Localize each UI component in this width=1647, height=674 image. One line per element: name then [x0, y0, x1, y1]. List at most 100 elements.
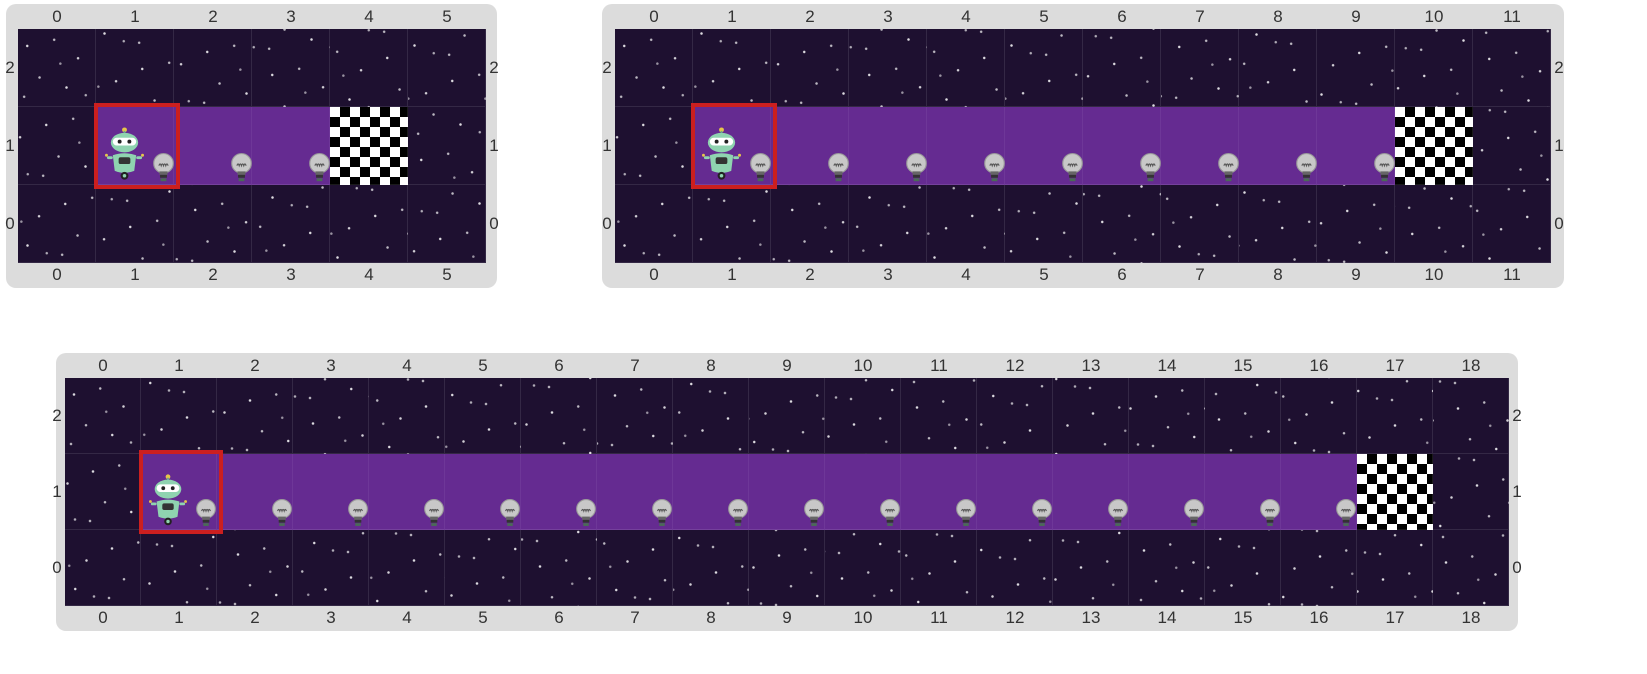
- space-cell: [1433, 378, 1509, 454]
- goal-cell: [330, 107, 408, 185]
- space-cell: [96, 185, 174, 263]
- space-cell: [1281, 378, 1357, 454]
- column-label-bottom: 8: [1273, 265, 1283, 284]
- space-cell: [293, 378, 369, 454]
- space-cell: [1053, 378, 1129, 454]
- space-cell: [901, 530, 977, 606]
- column-label-bottom: 9: [782, 608, 792, 627]
- column-label-bottom: 10: [1424, 265, 1444, 284]
- space-cell: [65, 454, 141, 530]
- column-label-bottom: 4: [364, 265, 374, 284]
- lightbulb-icon: [827, 152, 850, 189]
- column-label-bottom: 2: [805, 265, 815, 284]
- space-cell: [369, 378, 445, 454]
- column-label-bottom: 7: [1195, 265, 1205, 284]
- column-label-top: 7: [630, 356, 640, 375]
- space-cell: [1205, 378, 1281, 454]
- column-label-top: 14: [1157, 356, 1177, 375]
- space-cell: [369, 530, 445, 606]
- column-label-bottom: 14: [1157, 608, 1177, 627]
- current-cell-highlight: [139, 450, 223, 534]
- space-cell: [1281, 530, 1357, 606]
- current-cell-highlight: [94, 103, 180, 189]
- column-label-top: 5: [478, 356, 488, 375]
- space-cell: [65, 378, 141, 454]
- space-cell: [217, 530, 293, 606]
- row-label-left: 2: [5, 58, 15, 77]
- row-label-left: 0: [602, 214, 612, 233]
- row-label-right: 0: [1512, 558, 1522, 577]
- space-cell: [1083, 185, 1161, 263]
- column-label-bottom: 6: [1117, 265, 1127, 284]
- space-cell: [18, 185, 96, 263]
- column-label-top: 4: [961, 7, 971, 26]
- lightbulb-icon: [1259, 499, 1281, 534]
- lightbulb-icon: [1217, 152, 1240, 189]
- goal-cell: [1395, 107, 1473, 185]
- board-grid: [18, 29, 486, 263]
- column-label-top: 5: [442, 7, 452, 26]
- lightbulb-icon: [955, 499, 977, 534]
- space-cell: [597, 530, 673, 606]
- column-label-bottom: 0: [52, 265, 62, 284]
- space-cell: [521, 378, 597, 454]
- space-cell: [141, 378, 217, 454]
- space-cell: [693, 29, 771, 107]
- lightbulb-icon: [308, 152, 331, 189]
- column-label-top: 18: [1461, 356, 1481, 375]
- column-label-top: 3: [883, 7, 893, 26]
- row-label-left: 0: [52, 558, 62, 577]
- space-cell: [825, 378, 901, 454]
- column-label-top: 6: [554, 356, 564, 375]
- row-label-left: 1: [602, 136, 612, 155]
- space-cell: [1053, 530, 1129, 606]
- lightbulb-icon: [1295, 152, 1318, 189]
- space-cell: [1395, 185, 1473, 263]
- space-cell: [408, 29, 486, 107]
- column-label-top: 3: [286, 7, 296, 26]
- lightbulb-icon: [230, 152, 253, 189]
- space-cell: [65, 530, 141, 606]
- lightbulb-icon: [423, 499, 445, 534]
- lightbulb-icon: [347, 499, 369, 534]
- space-cell: [1317, 185, 1395, 263]
- column-label-bottom: 1: [174, 608, 184, 627]
- column-label-bottom: 2: [250, 608, 260, 627]
- column-label-bottom: 17: [1385, 608, 1405, 627]
- column-label-bottom: 1: [727, 265, 737, 284]
- column-label-top: 9: [1351, 7, 1361, 26]
- row-label-left: 1: [5, 136, 15, 155]
- row-label-right: 2: [489, 58, 499, 77]
- row-label-right: 1: [1512, 482, 1522, 501]
- column-label-top: 12: [1005, 356, 1025, 375]
- space-cell: [1395, 29, 1473, 107]
- column-label-top: 2: [208, 7, 218, 26]
- column-label-bottom: 0: [649, 265, 659, 284]
- space-cell: [771, 29, 849, 107]
- column-label-top: 1: [727, 7, 737, 26]
- row-label-right: 2: [1512, 406, 1522, 425]
- space-cell: [1205, 530, 1281, 606]
- robot-icon: [104, 126, 144, 186]
- column-label-bottom: 3: [883, 265, 893, 284]
- space-cell: [1129, 530, 1205, 606]
- column-label-bottom: 11: [1503, 265, 1521, 284]
- space-cell: [1129, 378, 1205, 454]
- lightbulb-icon: [1107, 499, 1129, 534]
- space-cell: [597, 378, 673, 454]
- row-label-right: 0: [489, 214, 499, 233]
- space-cell: [330, 29, 408, 107]
- space-cell: [217, 378, 293, 454]
- column-label-top: 3: [326, 356, 336, 375]
- space-cell: [1239, 185, 1317, 263]
- space-cell: [1357, 530, 1433, 606]
- space-cell: [615, 107, 693, 185]
- lightbulb-icon: [1335, 499, 1357, 534]
- space-cell: [1317, 29, 1395, 107]
- robot-icon: [149, 473, 188, 531]
- space-cell: [977, 378, 1053, 454]
- column-label-top: 7: [1195, 7, 1205, 26]
- column-label-bottom: 2: [208, 265, 218, 284]
- column-label-top: 2: [250, 356, 260, 375]
- row-label-left: 1: [52, 482, 62, 501]
